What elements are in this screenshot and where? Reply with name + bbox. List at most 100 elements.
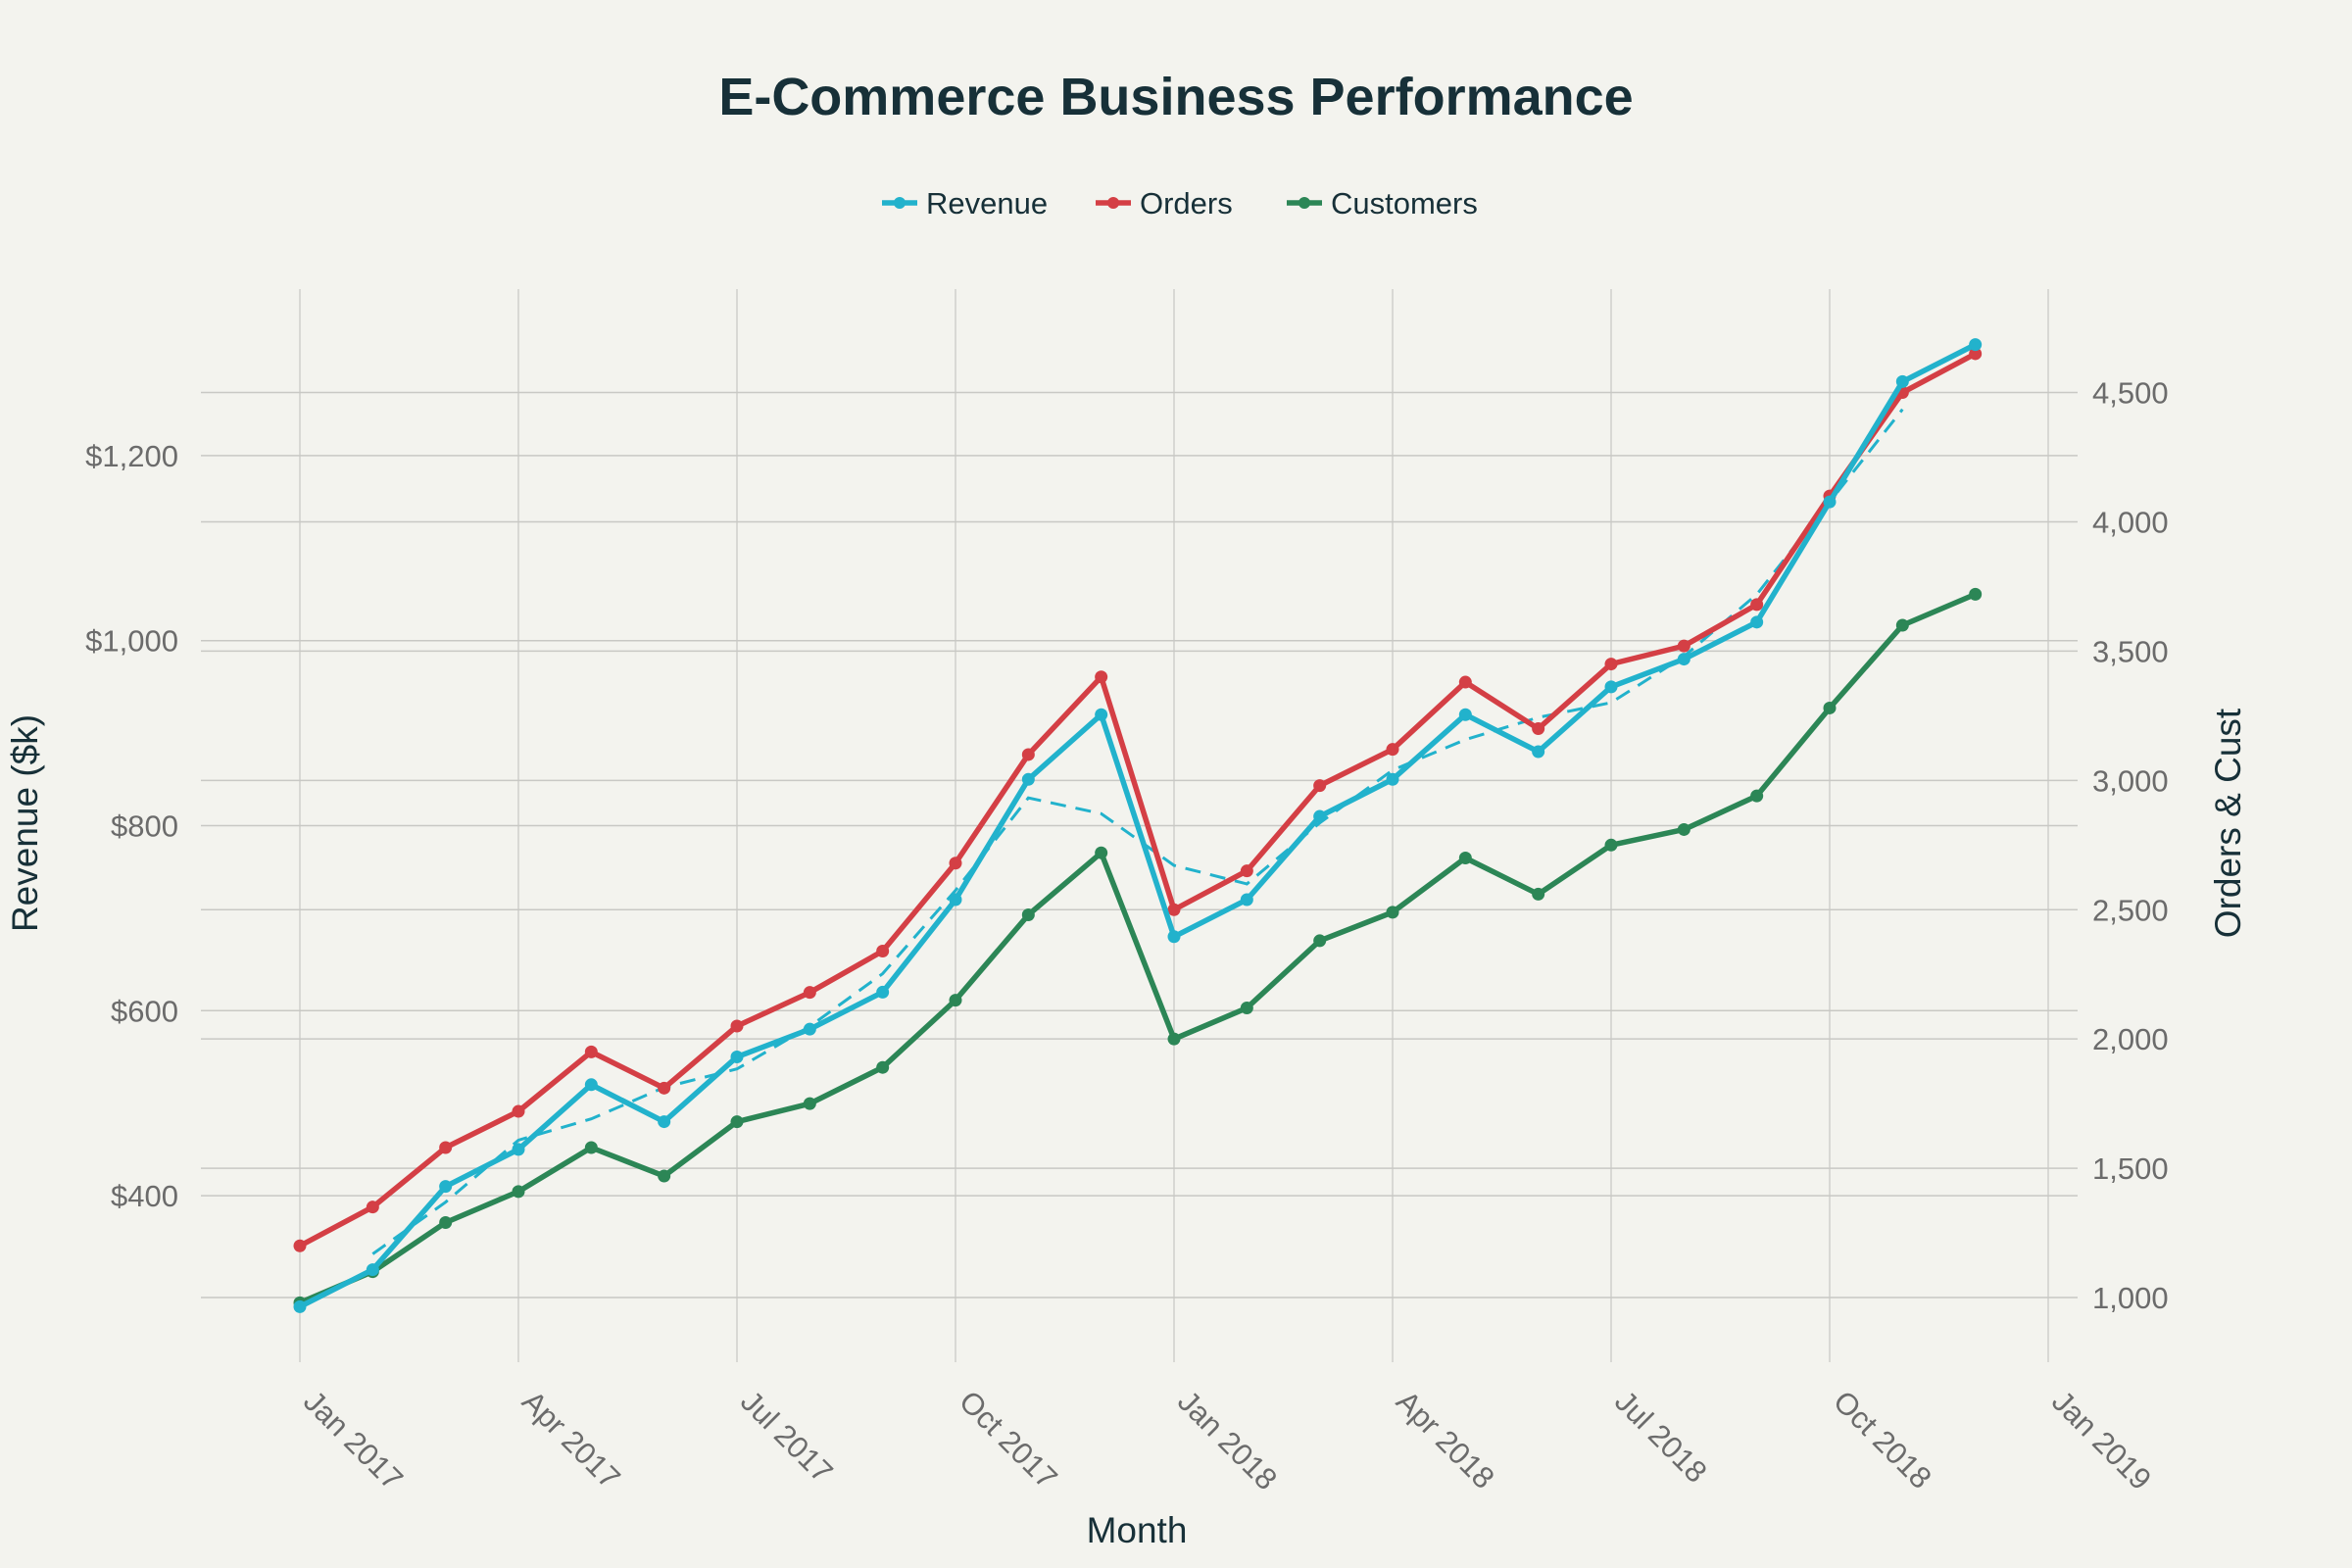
revenue-point <box>366 1263 379 1277</box>
left-tick-label: $1,000 <box>85 624 178 659</box>
revenue-point <box>293 1299 307 1313</box>
trend-layer <box>371 408 1904 1255</box>
legend-marker-customers <box>1298 197 1310 209</box>
revenue-point <box>1240 893 1253 906</box>
orders-point <box>293 1239 307 1252</box>
x-tick-label: Apr 2018 <box>1390 1384 1501 1495</box>
orders-point <box>1750 598 1764 612</box>
customers-point <box>803 1097 816 1110</box>
revenue-point <box>658 1115 671 1129</box>
revenue-point <box>512 1143 525 1156</box>
revenue-point <box>1458 708 1472 721</box>
legend-label-revenue: Revenue <box>926 186 1048 220</box>
customers-point <box>1386 906 1399 919</box>
orders-point <box>1167 903 1181 916</box>
x-tick-label: Oct 2017 <box>953 1384 1064 1495</box>
left-axis-title: Revenue ($k) <box>5 714 45 932</box>
customers-point <box>1969 587 1983 601</box>
customers-point <box>512 1185 525 1199</box>
customers-point <box>584 1141 598 1154</box>
revenue-point <box>1604 680 1618 694</box>
right-y-grid <box>201 391 2078 1298</box>
x-tick-label: Jan 2017 <box>297 1384 410 1496</box>
legend-marker-orders <box>1107 197 1119 209</box>
orders-point <box>1021 748 1035 761</box>
revenue-line <box>298 342 1977 1309</box>
chart-title: E-Commerce Business Performance <box>718 68 1633 126</box>
revenue-point <box>584 1078 598 1092</box>
revenue-point <box>876 985 890 999</box>
legend-item-revenue[interactable]: Revenue <box>882 186 1048 220</box>
right-tick-label: 2,000 <box>2092 1022 2169 1056</box>
orders-point <box>1969 347 1983 361</box>
x-tick-label: Oct 2018 <box>1827 1384 1938 1495</box>
x-tick-label: Jul 2018 <box>1608 1384 1714 1490</box>
customers-point <box>876 1060 890 1074</box>
right-axis-title: Orders & Cust <box>2208 708 2248 938</box>
orders-point <box>1458 675 1472 689</box>
orders-point <box>366 1200 379 1214</box>
customers-point <box>1895 618 1909 632</box>
orders-point <box>1532 722 1545 736</box>
orders-point <box>1604 658 1618 671</box>
orders-line <box>298 351 1977 1249</box>
right-tick-label: 1,500 <box>2092 1152 2169 1186</box>
customers-line <box>298 591 1977 1305</box>
revenue-point <box>730 1050 744 1063</box>
left-tick-label: $1,200 <box>85 439 178 473</box>
revenue-point <box>1823 495 1837 509</box>
left-tick-label: $600 <box>111 994 178 1028</box>
right-tick-label: 4,500 <box>2092 376 2169 411</box>
customers-point <box>1677 822 1690 836</box>
revenue-trend-line <box>371 408 1904 1255</box>
legend-marker-revenue <box>894 197 906 209</box>
orders-point <box>1240 864 1253 878</box>
customers-point <box>439 1216 453 1230</box>
orders-point <box>1677 639 1690 653</box>
customers-point <box>1240 1002 1253 1015</box>
customers-point <box>1313 934 1327 948</box>
orders-series <box>293 347 1983 1252</box>
orders-point <box>658 1081 671 1095</box>
orders-point <box>876 944 890 957</box>
legend: Revenue Orders Customers <box>882 186 1478 220</box>
orders-point <box>584 1045 598 1058</box>
x-tick-label: Jul 2017 <box>734 1384 840 1490</box>
revenue-point <box>439 1180 453 1194</box>
revenue-point <box>1167 930 1181 944</box>
customers-series <box>293 587 1983 1309</box>
orders-point <box>803 986 816 1000</box>
revenue-point <box>1677 653 1690 666</box>
revenue-series <box>293 338 1983 1313</box>
left-axis-ticks: $400 $600 $800 $1,000 $1,200 <box>85 439 178 1213</box>
legend-label-orders: Orders <box>1140 186 1233 220</box>
customers-point <box>1604 838 1618 852</box>
revenue-point <box>1532 745 1545 759</box>
customers-point <box>1167 1032 1181 1046</box>
customers-point <box>1095 846 1108 859</box>
revenue-point <box>803 1022 816 1036</box>
right-tick-label: 4,000 <box>2092 505 2169 539</box>
right-tick-label: 3,000 <box>2092 763 2169 798</box>
revenue-point <box>1969 338 1983 352</box>
x-axis-title: Month <box>1087 1510 1188 1550</box>
revenue-point <box>1095 708 1108 721</box>
revenue-point <box>1750 615 1764 629</box>
legend-item-customers[interactable]: Customers <box>1287 186 1478 220</box>
x-tick-label: Jan 2019 <box>2045 1384 2158 1496</box>
right-tick-label: 1,000 <box>2092 1281 2169 1315</box>
x-tick-label: Jan 2018 <box>1171 1384 1284 1496</box>
series-layer <box>293 338 1983 1313</box>
x-tick-label: Apr 2017 <box>515 1384 627 1495</box>
revenue-point <box>1313 809 1327 823</box>
revenue-point <box>1021 772 1035 786</box>
x-axis-ticks: Jan 2017 Apr 2017 Jul 2017 Oct 2017 Jan 2018… <box>297 1384 2158 1496</box>
orders-point <box>1386 743 1399 757</box>
legend-item-orders[interactable]: Orders <box>1096 186 1233 220</box>
customers-point <box>658 1169 671 1183</box>
customers-point <box>1532 887 1545 901</box>
orders-point <box>949 857 962 870</box>
right-axis-ticks: 1,000 1,500 2,000 2,500 3,000 3,500 4,000 4,500 <box>2092 376 2169 1315</box>
orders-point <box>730 1019 744 1033</box>
revenue-point <box>949 893 962 906</box>
